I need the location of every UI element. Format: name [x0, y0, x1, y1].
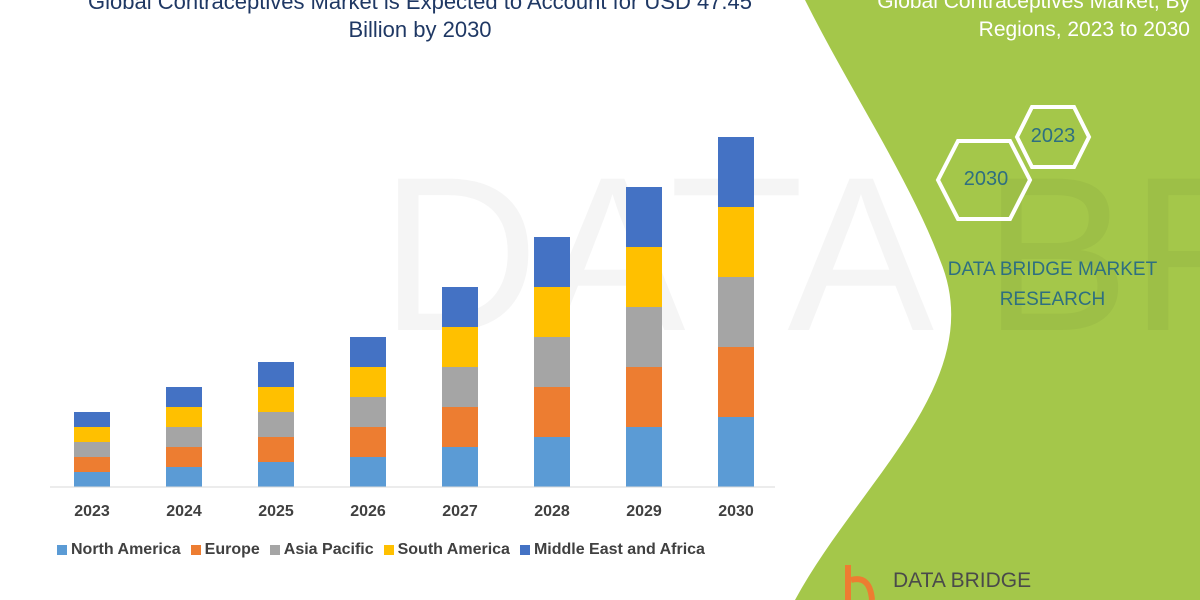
bar-2029-asia-pacific: [626, 307, 662, 367]
logo-text: DATA BRIDGE: [893, 569, 1032, 592]
side-panel-title: Global Contraceptives Market, By Regions…: [877, 0, 1190, 41]
brand-text: DATA BRIDGE MARKET RESEARCH: [947, 259, 1158, 310]
bar-2027-middle-east-and-africa: [442, 287, 478, 327]
x-tick-label: 2027: [442, 503, 478, 520]
bar-2024-asia-pacific: [166, 427, 202, 447]
bar-2025-north-america: [258, 462, 294, 487]
hex-2023: [1014, 105, 1092, 169]
legend-label: Middle East and Africa: [533, 541, 705, 558]
legend-label: North America: [71, 541, 181, 558]
legend-item: North America: [57, 541, 181, 559]
hex-label-2030: 2030: [963, 168, 1009, 190]
legend-item: Asia Pacific: [269, 541, 374, 559]
bar-2026-middle-east-and-africa: [350, 337, 386, 367]
legend-swatch: [269, 545, 280, 555]
hex-label-2023: 2023: [1030, 125, 1076, 147]
bar-2025-asia-pacific: [258, 412, 294, 437]
bar-2025-south-america: [258, 387, 294, 412]
bar-2027-asia-pacific: [442, 367, 478, 407]
x-tick-label: 2028: [534, 503, 570, 520]
bar-2024-south-america: [166, 407, 202, 427]
bar-2024-europe: [166, 447, 202, 467]
legend-item: Middle East and Africa: [519, 541, 705, 559]
bar-2029-north-america: [626, 427, 662, 487]
bar-2028-asia-pacific: [534, 337, 570, 387]
bar-2030-middle-east-and-africa: [718, 137, 754, 207]
legend: North America Europe Asia Pacific South Ame…: [57, 541, 705, 559]
bar-2029-middle-east-and-africa: [626, 187, 662, 247]
green-panel: [795, 0, 1200, 600]
bar-2030-south-america: [718, 207, 754, 277]
x-tick-label: 2024: [166, 503, 202, 520]
bar-2029-europe: [626, 367, 662, 427]
bar-2025-europe: [258, 437, 294, 462]
bar-2028-north-america: [534, 437, 570, 487]
bar-2028-europe: [534, 387, 570, 437]
bar-2023-europe: [74, 457, 110, 472]
bar-2023-north-america: [74, 472, 110, 487]
bar-2030-europe: [718, 347, 754, 417]
bar-2027-north-america: [442, 447, 478, 487]
chart-title: Global Contraceptives Market is Expected…: [88, 0, 752, 42]
legend-label: South America: [397, 541, 510, 558]
bar-2030-north-america: [718, 417, 754, 487]
bar-2027-europe: [442, 407, 478, 447]
x-tick-label: 2026: [350, 503, 386, 520]
hex-2030: [935, 139, 1033, 221]
legend-swatch: [519, 545, 530, 555]
bars: [74, 137, 754, 487]
legend-swatch: [57, 545, 67, 555]
legend-label: Europe: [204, 541, 260, 558]
bar-2023-asia-pacific: [74, 442, 110, 457]
watermark: DATA BRIDGE: [380, 131, 1200, 377]
bar-2024-north-america: [166, 467, 202, 487]
bar-2030-asia-pacific: [718, 277, 754, 347]
logo-icon: [845, 565, 875, 600]
bar-2025-middle-east-and-africa: [258, 362, 294, 387]
bar-2026-asia-pacific: [350, 397, 386, 427]
bar-2024-middle-east-and-africa: [166, 387, 202, 407]
x-tick-label: 2025: [258, 503, 294, 520]
bar-2023-south-america: [74, 427, 110, 442]
legend-swatch: [383, 545, 394, 555]
bar-2028-south-america: [534, 287, 570, 337]
bar-2029-south-america: [626, 247, 662, 307]
bar-2027-south-america: [442, 327, 478, 367]
bar-2028-middle-east-and-africa: [534, 237, 570, 287]
bar-2026-europe: [350, 427, 386, 457]
bar-2026-south-america: [350, 367, 386, 397]
legend-label: Asia Pacific: [283, 541, 374, 558]
legend-item: South America: [383, 541, 510, 559]
x-tick-label: 2023: [74, 503, 110, 520]
bar-2026-north-america: [350, 457, 386, 487]
x-tick-label: 2029: [626, 503, 662, 520]
bar-2023-middle-east-and-africa: [74, 412, 110, 427]
x-tick-label: 2030: [718, 503, 754, 520]
legend-swatch: [190, 545, 201, 555]
legend-item: Europe: [190, 541, 260, 559]
